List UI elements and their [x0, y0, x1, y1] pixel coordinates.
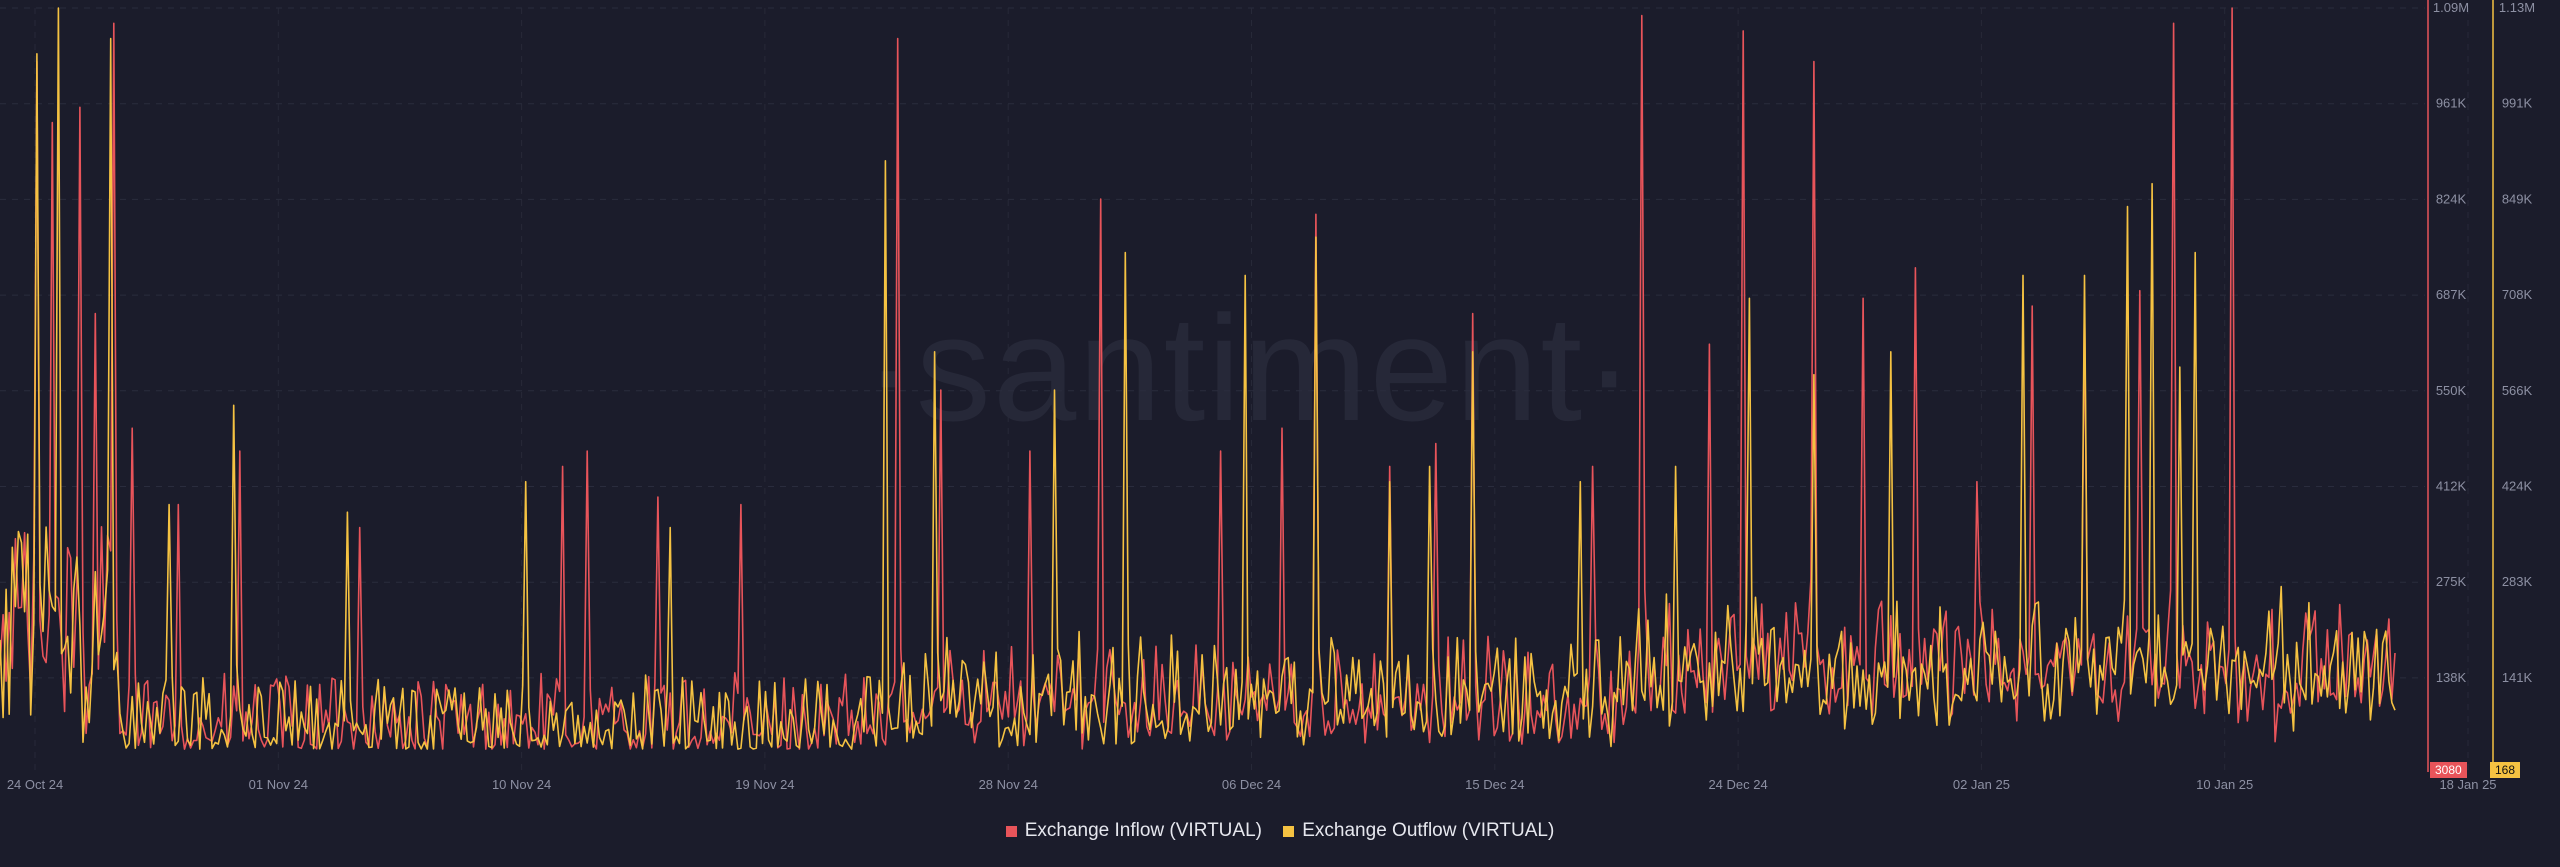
y-left-tick-label: 275K	[2436, 574, 2467, 589]
x-tick-label: 24 Dec 24	[1708, 777, 1767, 792]
right-axis: 1.13M 991K 849K 708K 566K 424K 283K 141K	[2492, 0, 2535, 772]
legend-label-inflow: Exchange Inflow (VIRTUAL)	[1024, 820, 1262, 841]
x-tick-label: 24 Oct 24	[7, 777, 63, 792]
y-left-tick-label: 138K	[2436, 670, 2467, 685]
series-line-exchange-outflow	[0, 7, 2396, 750]
legend-item-inflow[interactable]: Exchange Inflow (VIRTUAL)	[1005, 820, 1262, 842]
x-tick-label: 15 Dec 24	[1465, 777, 1524, 792]
y-left-tick-label: 1.09M	[2433, 0, 2469, 15]
y-right-tick-label: 424K	[2502, 479, 2533, 494]
outflow-last-value-badge: 168	[2490, 762, 2521, 778]
chart-legend: Exchange Inflow (VIRTUAL) Exchange Outfl…	[0, 820, 2560, 843]
x-tick-label: 01 Nov 24	[249, 777, 308, 792]
inflow-swatch	[1005, 825, 1017, 837]
x-axis: 24 Oct 24 01 Nov 24 10 Nov 24 19 Nov 24 28 N…	[7, 777, 2497, 792]
y-right-tick-label: 1.13M	[2499, 0, 2535, 15]
x-tick-label: 18 Jan 25	[2439, 777, 2496, 792]
inflow-last-value-badge: 3080	[2430, 762, 2467, 778]
x-tick-label: 06 Dec 24	[1222, 777, 1281, 792]
y-left-tick-label: 687K	[2436, 287, 2467, 302]
x-tick-label: 10 Nov 24	[492, 777, 551, 792]
y-left-tick-label: 550K	[2436, 383, 2467, 398]
series-layer	[0, 7, 2396, 750]
x-tick-label: 28 Nov 24	[979, 777, 1038, 792]
y-right-tick-label: 991K	[2502, 96, 2533, 111]
y-left-tick-label: 824K	[2436, 191, 2467, 206]
y-right-tick-label: 141K	[2502, 670, 2533, 685]
y-right-tick-label: 283K	[2502, 574, 2533, 589]
x-tick-label: 02 Jan 25	[1953, 777, 2010, 792]
x-tick-label: 19 Nov 24	[735, 777, 794, 792]
legend-label-outflow: Exchange Outflow (VIRTUAL)	[1302, 820, 1555, 841]
y-left-tick-label: 961K	[2436, 96, 2467, 111]
y-right-tick-label: 566K	[2502, 383, 2533, 398]
y-left-tick-label: 412K	[2436, 479, 2467, 494]
santiment-watermark: ·santiment·	[864, 284, 1636, 452]
x-tick-label: 10 Jan 25	[2196, 777, 2253, 792]
left-axis: 1.09M 961K 824K 687K 550K 412K 275K 138K	[2427, 0, 2469, 772]
y-right-tick-label: 849K	[2502, 191, 2533, 206]
outflow-swatch	[1283, 825, 1295, 837]
y-right-tick-label: 708K	[2502, 287, 2533, 302]
legend-item-outflow[interactable]: Exchange Outflow (VIRTUAL)	[1283, 820, 1554, 842]
